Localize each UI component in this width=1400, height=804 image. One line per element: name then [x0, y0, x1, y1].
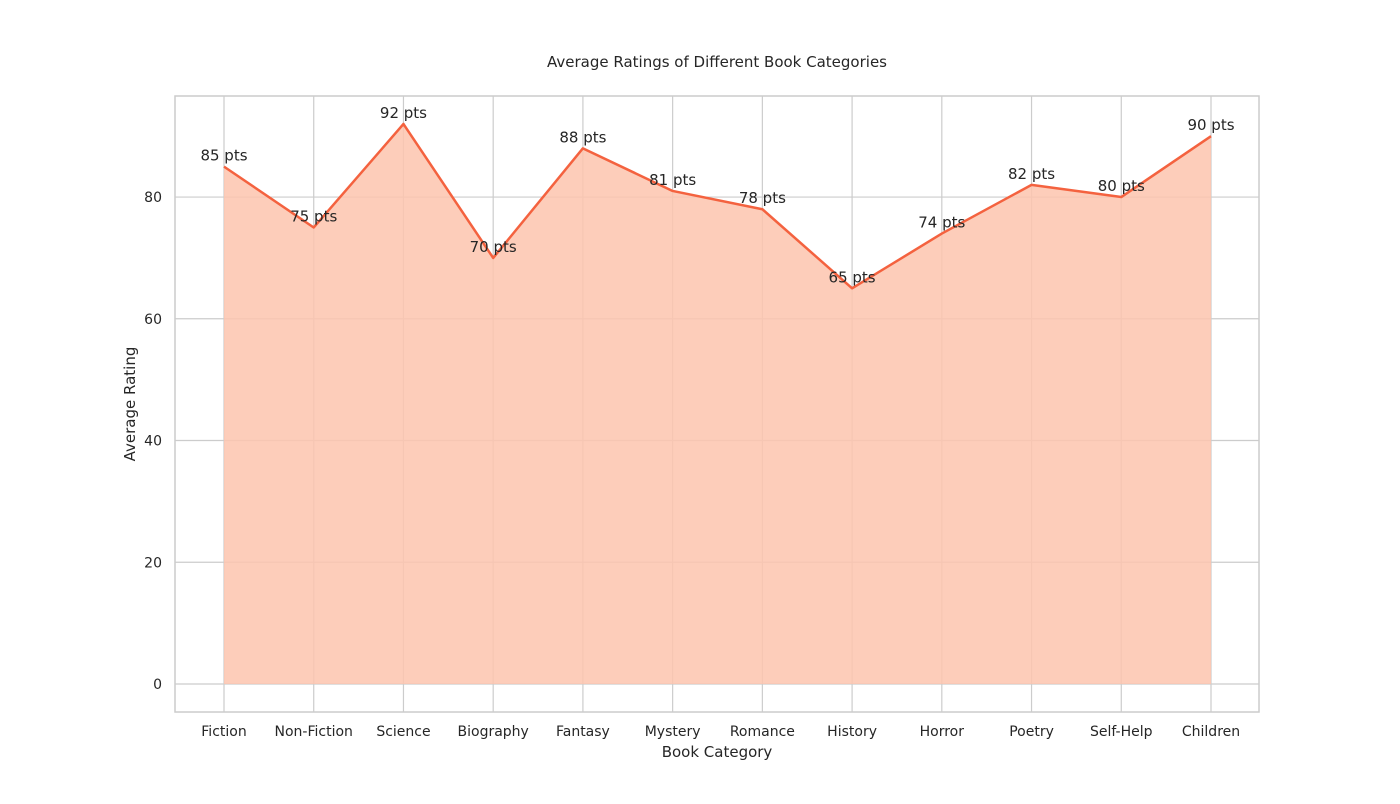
data-label: 78 pts: [739, 189, 786, 207]
x-tick-label: Fiction: [201, 724, 246, 740]
data-label: 81 pts: [649, 171, 696, 189]
y-tick-label: 0: [153, 677, 162, 693]
data-label: 85 pts: [200, 147, 247, 165]
y-tick-label: 80: [144, 190, 162, 206]
data-label: 74 pts: [918, 214, 965, 232]
y-tick-label: 40: [144, 434, 162, 450]
x-tick-label: Fantasy: [556, 724, 610, 740]
area-fill: [224, 124, 1211, 684]
x-tick-label: History: [827, 724, 877, 740]
data-label: 70 pts: [470, 238, 517, 256]
data-label: 65 pts: [829, 268, 876, 286]
x-tick-label: Mystery: [645, 724, 701, 740]
data-label: 90 pts: [1187, 116, 1234, 134]
data-label: 92 pts: [380, 104, 427, 122]
x-tick-label: Non-Fiction: [275, 724, 353, 740]
y-tick-label: 60: [144, 312, 162, 328]
x-tick-label: Self-Help: [1090, 724, 1153, 740]
x-tick-label: Horror: [920, 724, 965, 740]
area-series: [224, 124, 1211, 684]
x-axis-label: Book Category: [662, 743, 773, 761]
x-tick-label: Biography: [458, 724, 529, 740]
y-tick-label: 20: [144, 555, 162, 571]
x-tick-label: Children: [1182, 724, 1240, 740]
data-label: 75 pts: [290, 207, 337, 225]
x-tick-label: Romance: [730, 724, 795, 740]
y-axis-label: Average Rating: [121, 347, 139, 462]
data-label: 80 pts: [1098, 177, 1145, 195]
data-label: 82 pts: [1008, 165, 1055, 183]
x-tick-label: Science: [376, 724, 430, 740]
data-label: 88 pts: [559, 128, 606, 146]
x-tick-label: Poetry: [1009, 724, 1054, 740]
chart-title: Average Ratings of Different Book Catego…: [547, 53, 887, 71]
